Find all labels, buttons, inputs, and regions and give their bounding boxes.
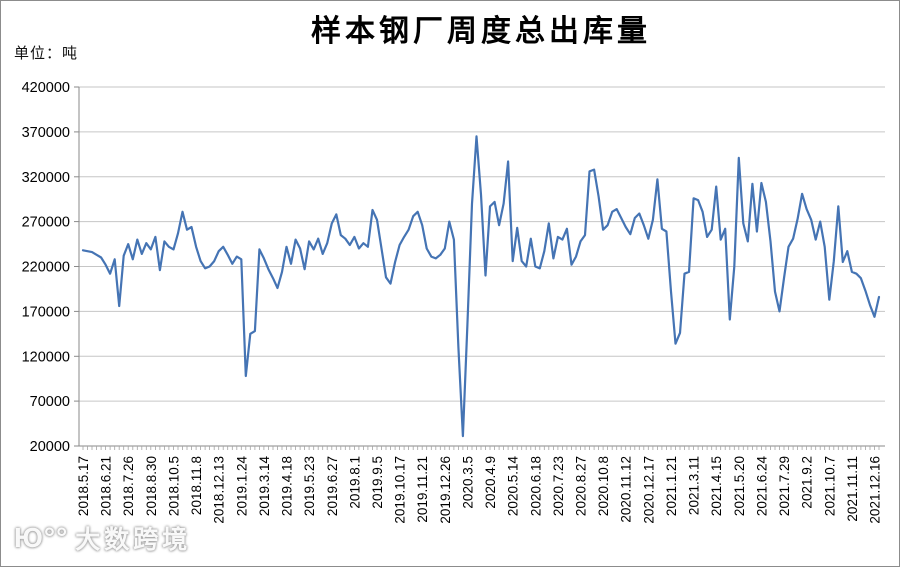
x-axis-label: 2018.5.17 — [76, 456, 91, 516]
y-axis-label: 120000 — [22, 349, 70, 365]
x-axis-label: 2019.6.27 — [325, 456, 340, 516]
x-axis-label: 2021.7.29 — [777, 456, 792, 516]
x-axis-label: 2020.10.8 — [596, 456, 611, 516]
y-axis-label: 370000 — [22, 125, 70, 141]
x-axis-label: 2020.4.9 — [483, 456, 498, 509]
x-axis-label: 2020.11.12 — [619, 456, 634, 523]
x-axis-label: 2019.9.5 — [370, 456, 385, 509]
x-axis-label: 2021.5.20 — [732, 456, 747, 516]
x-axis-label: 2021.12.16 — [868, 456, 883, 524]
x-axis-label: 2018.11.8 — [189, 456, 204, 515]
x-axis-label: 2021.4.15 — [709, 456, 724, 516]
x-axis-label: 2018.7.26 — [121, 456, 136, 516]
watermark-text: 大数跨境 — [75, 526, 192, 554]
x-axis-label: 2020.8.27 — [574, 456, 589, 516]
x-axis-label: 2021.3.11 — [687, 456, 702, 515]
x-axis-label: 2018.12.13 — [212, 456, 227, 524]
x-axis-label: 2018.8.30 — [144, 456, 159, 516]
y-axis-label: 70000 — [30, 394, 70, 410]
y-axis-label: 420000 — [22, 80, 70, 96]
y-axis-label: 220000 — [22, 260, 70, 276]
y-axis-label: 170000 — [22, 304, 70, 320]
x-axis-label: 2019.10.17 — [393, 456, 408, 524]
chart-title: 样本钢厂周度总出库量 — [311, 15, 651, 48]
x-axis-label: 2020.5.14 — [506, 456, 521, 517]
x-axis-label: 2019.8.1 — [347, 456, 362, 509]
x-axis-label: 2019.3.14 — [257, 456, 272, 517]
x-axis-label: 2019.12.26 — [438, 456, 453, 524]
x-axis-label: 2019.1.24 — [234, 456, 249, 517]
x-axis-label: 2021.1.21 — [664, 456, 679, 516]
x-axis-label: 2019.4.18 — [280, 456, 295, 516]
watermark: Ю°° 大数跨境 — [14, 520, 191, 556]
x-axis-label: 2019.11.21 — [415, 456, 430, 523]
x-axis-label: 2018.6.21 — [99, 456, 114, 516]
watermark-logo-icon: Ю°° — [14, 522, 69, 553]
x-axis-label: 2021.10.7 — [822, 456, 837, 516]
x-axis-label: 2020.3.5 — [460, 456, 475, 509]
x-axis-label: 2020.12.17 — [641, 456, 656, 524]
y-axis-label: 20000 — [30, 439, 70, 455]
x-axis-label: 2021.6.24 — [754, 456, 769, 517]
y-axis-label: 270000 — [22, 215, 70, 231]
x-axis-label: 2021.11.11 — [845, 456, 860, 522]
x-axis-label: 2018.10.5 — [167, 456, 182, 516]
x-axis-label: 2020.6.18 — [528, 456, 543, 516]
y-axis-label: 320000 — [22, 170, 70, 186]
x-axis-label: 2020.7.23 — [551, 456, 566, 516]
x-axis-label: 2019.5.23 — [302, 456, 317, 516]
unit-label: 单位：吨 — [14, 46, 79, 62]
data-line — [81, 135, 881, 438]
x-axis-label: 2021.9.2 — [800, 456, 815, 509]
